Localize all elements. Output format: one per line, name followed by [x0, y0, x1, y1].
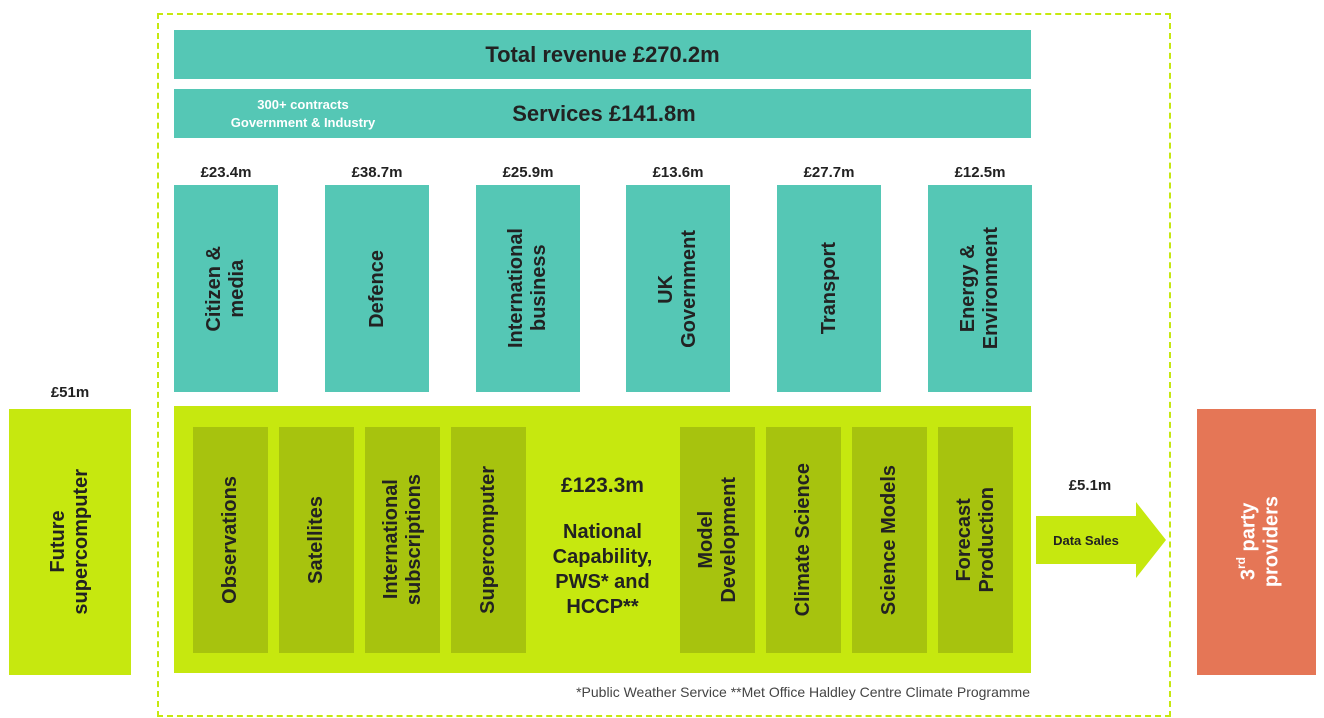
capability-item: Science Models	[852, 427, 927, 653]
capability-line: Science Models	[878, 464, 900, 616]
sector-value: £23.4m	[200, 164, 252, 181]
data-sales-label-box: Data Sales	[1036, 516, 1136, 564]
sector-label: Energy & Environment	[957, 227, 1003, 349]
sector-line: media	[226, 259, 248, 318]
sector-line: UK	[655, 274, 677, 303]
sector-label: Defence	[366, 250, 389, 328]
third-party-line: providers	[1260, 496, 1283, 588]
capability-item: Model Development	[680, 427, 755, 653]
sector-line: business	[528, 245, 550, 332]
capability-item: International subscriptions	[365, 427, 440, 653]
services-title: Services £141.8m	[434, 89, 774, 138]
capability-line: International	[379, 479, 402, 600]
sector-value: £12.5m	[954, 164, 1006, 181]
capability-label: Satellites	[305, 496, 328, 584]
ordinal: 3	[1237, 569, 1260, 581]
sector-box: International business	[476, 185, 580, 392]
sector-line: Environment	[980, 227, 1002, 350]
capability-label: Model Development	[695, 477, 741, 603]
contracts-line: Government & Industry	[230, 115, 376, 130]
national-capability-line: PWS* and	[555, 570, 650, 593]
contracts-note: 300+ contracts Government & Industry	[194, 94, 412, 134]
sector-box: Defence	[325, 185, 429, 392]
arrow-shape	[1036, 502, 1166, 578]
national-capability-line: Capability,	[552, 545, 653, 568]
capability-item: Satellites	[279, 427, 354, 653]
third-party-line: 3rd party	[1230, 496, 1261, 587]
sector-line: Transport	[817, 242, 840, 335]
sector-label: Citizen & media	[203, 246, 249, 332]
capability-line: Satellites	[305, 496, 327, 584]
dashed-frame	[157, 13, 1171, 717]
third-party-label: 3rd party providers	[1230, 496, 1284, 587]
total-revenue-bar: Total revenue £270.2m	[174, 30, 1031, 79]
future-line: supercomputer	[70, 469, 92, 615]
sector-value: £38.7m	[351, 164, 403, 181]
future-label: Future supercomputer	[47, 469, 93, 615]
sector-box: UK Government	[626, 185, 730, 392]
sector-line: Defence	[365, 249, 388, 328]
capability-line: Supercomputer	[477, 466, 499, 614]
future-supercomputer-box: Future supercomputer	[9, 409, 131, 675]
capability-label: International subscriptions	[380, 474, 426, 605]
data-sales-value: £5.1m	[1068, 477, 1112, 494]
national-capability-line: National	[563, 520, 642, 543]
capability-line: Observations	[219, 476, 241, 604]
sector-box: Transport	[777, 185, 881, 392]
footnote: *Public Weather Service **Met Office Hal…	[576, 684, 1030, 700]
data-sales-arrow	[1036, 502, 1166, 578]
future-line: Future	[47, 510, 69, 574]
sector-value: £25.9m	[502, 164, 554, 181]
capability-line: Production	[975, 487, 998, 593]
sector-label: International business	[505, 228, 551, 348]
third-party-box: 3rd party providers	[1197, 409, 1316, 675]
sector-line: Energy &	[957, 244, 979, 333]
services-label: Services £141.8m	[512, 100, 696, 126]
future-value: £51m	[50, 384, 90, 401]
capability-label: Forecast Production	[953, 487, 999, 593]
sector-value: £27.7m	[803, 164, 855, 181]
national-capability-line: HCCP**	[566, 595, 639, 618]
capability-item: Observations	[193, 427, 268, 653]
sector-box: Citizen & media	[174, 185, 278, 392]
capability-line: Forecast	[952, 498, 975, 582]
sector-line: International	[505, 228, 527, 349]
capability-line: Climate Science	[792, 463, 814, 617]
capability-line: subscriptions	[402, 474, 425, 606]
national-capability-box: £123.3m National Capability, PWS* and HC…	[174, 406, 1031, 673]
sector-label: UK Government	[655, 230, 701, 348]
capability-label: Supercomputer	[477, 466, 500, 614]
capability-line: Model	[694, 511, 717, 569]
capability-item: Climate Science	[766, 427, 841, 653]
total-revenue: Total revenue £270.2m	[485, 41, 720, 67]
data-sales-label: Data Sales	[1053, 532, 1119, 548]
capability-label: Climate Science	[792, 463, 815, 616]
capability-label: Science Models	[878, 465, 901, 615]
services-bar: 300+ contracts Government & Industry Ser…	[174, 89, 1031, 138]
capability-item: Forecast Production	[938, 427, 1013, 653]
capability-line: Development	[717, 477, 740, 603]
sector-line: Government	[678, 229, 700, 348]
national-capability-text: £123.3m National Capability, PWS* and HC…	[530, 446, 675, 646]
third-party-rest: party	[1237, 503, 1260, 558]
capability-label: Observations	[219, 476, 242, 604]
national-capability-value: £123.3m	[561, 473, 644, 497]
capability-item: Supercomputer	[451, 427, 526, 653]
sector-label: Transport	[818, 242, 841, 334]
sector-line: Citizen &	[203, 245, 225, 332]
sector-value: £13.6m	[652, 164, 704, 181]
sector-box: Energy & Environment	[928, 185, 1032, 392]
contracts-line: 300+ contracts	[257, 97, 349, 112]
ordinal-suffix: rd	[1233, 557, 1248, 570]
